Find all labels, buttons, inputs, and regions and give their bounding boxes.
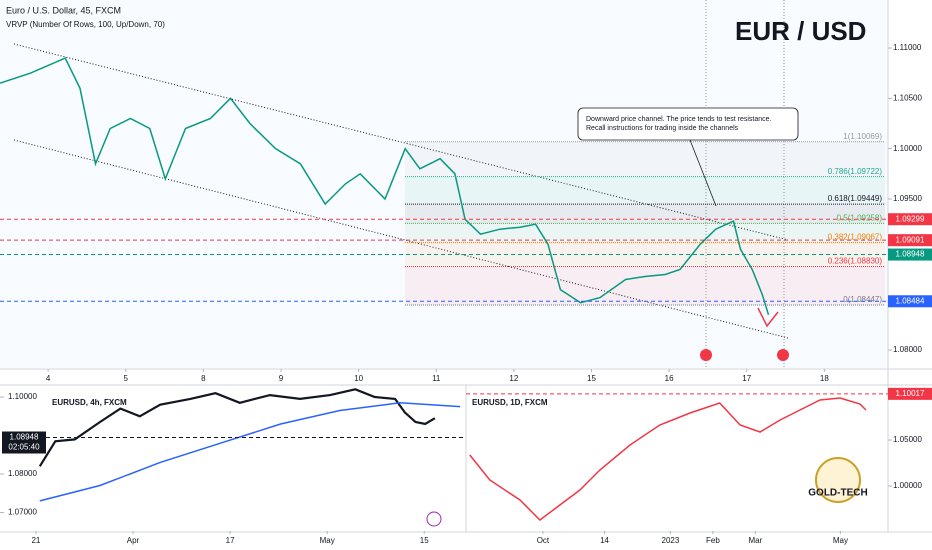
fib-label: 0.236(1.08830)	[828, 257, 883, 266]
y-tick-label: 1.08000	[8, 469, 37, 478]
callout-box	[577, 107, 799, 141]
x-tick-label: 5	[124, 374, 129, 383]
x-tick-label: 12	[509, 374, 518, 383]
fib-zone	[405, 266, 885, 305]
x-tick-label: Feb	[706, 536, 720, 545]
indicator-title: VRVP (Number Of Rows, 100, Up/Down, 70)	[6, 20, 165, 29]
x-tick-label: 17	[742, 374, 751, 383]
x-tick-label: 8	[201, 374, 206, 383]
x-tick-label: May	[320, 536, 335, 545]
channel-top	[13, 43, 789, 241]
pair-title: EUR / USD	[735, 16, 866, 46]
channel-bottom	[13, 139, 789, 339]
y-tick-label: 1.10000	[893, 144, 922, 153]
price-tag-label: 1.09091	[896, 235, 925, 244]
price-line	[39, 402, 461, 502]
fib-zone	[405, 141, 885, 177]
fib-label: 0.786(1.09722)	[828, 167, 883, 176]
down-arrow	[757, 307, 779, 328]
price-tag	[888, 387, 932, 400]
y-tick-label: 1.11000	[893, 43, 922, 52]
main-pane	[0, 0, 888, 368]
y-tick-label: 1.10500	[893, 93, 922, 102]
symbol-title: Euro / U.S. Dollar, 45, FXCM	[6, 5, 121, 15]
price-tag	[888, 295, 932, 308]
price-tag-label: 1.09299	[896, 214, 925, 223]
price-tag	[888, 248, 932, 261]
callout-text: Recall instructions for trading inside t…	[586, 125, 739, 132]
pane-title: EURUSD, 4h, FXCM	[52, 398, 127, 407]
x-tick-label: 21	[31, 536, 40, 545]
fib-label: 0.382(1.09067)	[828, 233, 883, 242]
price-tag-label: 1.08948	[10, 433, 39, 442]
y-tick-label: 1.10000	[8, 392, 37, 401]
y-tick-label: 1.09500	[893, 194, 922, 203]
price-tag-sublabel: 02:05:40	[8, 443, 40, 452]
price-line	[38, 388, 436, 467]
price-line	[469, 397, 867, 521]
y-tick-label: 1.00000	[893, 481, 922, 490]
x-tick-label: 15	[587, 374, 596, 383]
fib-label: 0.618(1.09449)	[828, 194, 883, 203]
y-tick-label: 1.05000	[893, 435, 922, 444]
fib-label: 1(1.10069)	[843, 132, 882, 141]
x-tick-label: 14	[600, 536, 609, 545]
x-tick-label: Oct	[537, 536, 550, 545]
price-tag	[888, 213, 932, 226]
x-tick-label: 17	[226, 536, 235, 545]
x-tick-label: Mar	[749, 536, 763, 545]
x-tick-label: 10	[354, 374, 363, 383]
fib-zone	[405, 223, 885, 243]
price-tag-label: 1.10017	[896, 389, 925, 398]
fib-label: 0.5(1.09258)	[837, 213, 883, 222]
price-tag	[888, 234, 932, 247]
event-flag[interactable]	[777, 349, 789, 361]
logo-badge	[815, 457, 861, 503]
x-tick-label: 2023	[662, 536, 680, 545]
fib-zone	[405, 176, 885, 205]
x-tick-label: 4	[46, 374, 51, 383]
alert-icon[interactable]	[426, 511, 442, 527]
x-tick-label: 15	[420, 536, 429, 545]
x-tick-label: May	[833, 536, 848, 545]
callout-pointer	[689, 139, 717, 207]
x-tick-label: 9	[279, 374, 284, 383]
x-tick-label: 16	[665, 374, 674, 383]
event-flag[interactable]	[700, 349, 712, 361]
price-tag-label: 1.08484	[896, 296, 925, 305]
logo-text: GOLD-TECH	[808, 488, 867, 499]
pane-title: EURUSD, 1D, FXCM	[472, 398, 548, 407]
fib-zone	[405, 204, 885, 224]
x-tick-label: Apr	[127, 536, 140, 545]
price-line	[0, 57, 770, 316]
x-tick-label: 11	[432, 374, 441, 383]
fib-label: 0(1.08447)	[843, 295, 882, 304]
price-tag-label: 1.08948	[896, 250, 925, 259]
price-tag	[2, 431, 46, 454]
callout-text: Downward price channel. The price tends …	[586, 116, 772, 123]
y-tick-label: 1.07000	[8, 508, 37, 517]
x-tick-label: 18	[820, 374, 829, 383]
y-tick-label: 1.08000	[893, 345, 922, 354]
